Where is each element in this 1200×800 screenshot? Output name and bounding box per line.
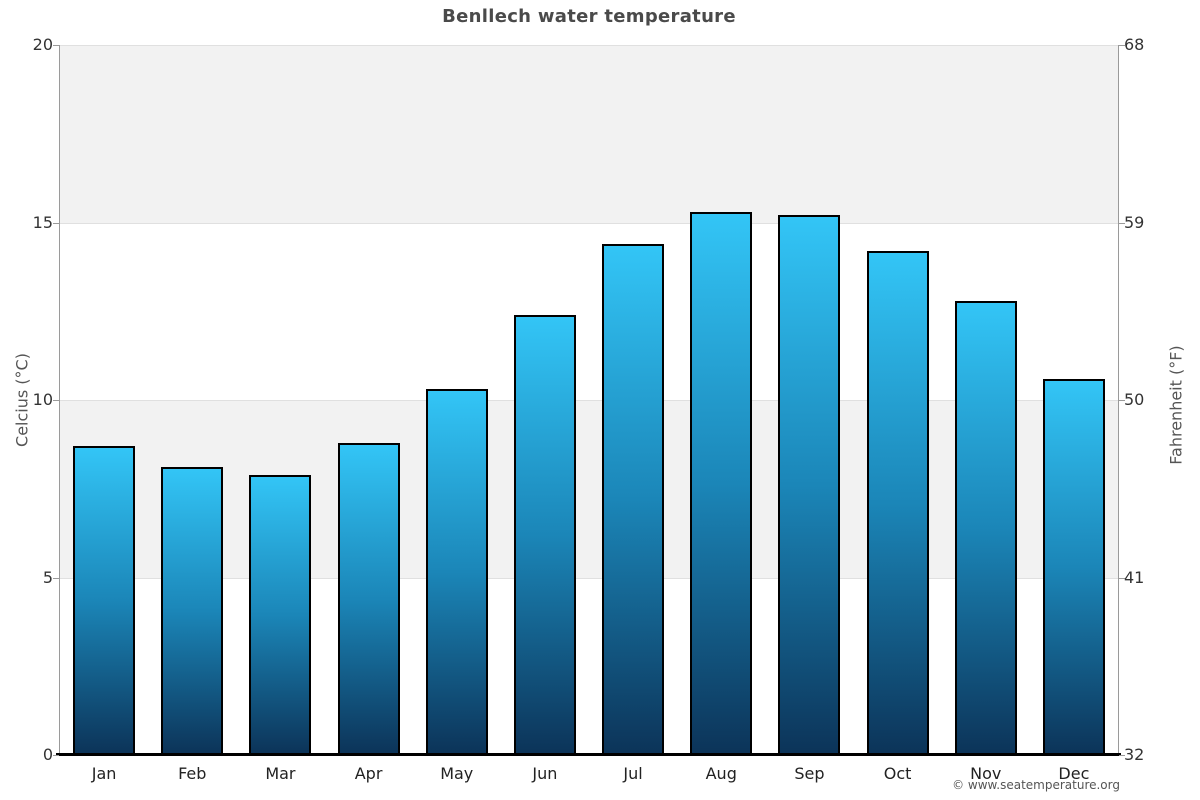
- plot-band: [60, 222, 1118, 400]
- bar-sep[interactable]: [778, 215, 841, 755]
- x-tick-label: Jul: [623, 764, 643, 783]
- bar-dec[interactable]: [1042, 378, 1105, 755]
- y-tick-label-fahrenheit: 32: [1124, 745, 1145, 764]
- x-tick-label: Apr: [354, 764, 383, 783]
- x-tick-label: Dec: [1058, 764, 1090, 783]
- chart-title: Benllech water temperature: [442, 6, 736, 27]
- right-tick-mark: [1119, 45, 1125, 46]
- bar-mar[interactable]: [249, 474, 312, 755]
- bar-jul[interactable]: [602, 243, 665, 755]
- y-tick-label-celsius: 15: [32, 212, 53, 232]
- y-tick-label-fahrenheit: 59: [1124, 212, 1145, 232]
- y-tick-label-celsius: 0: [42, 745, 53, 764]
- left-tick-mark: [53, 755, 59, 756]
- x-tick-label: May: [440, 764, 474, 783]
- left-tick-mark: [53, 222, 59, 224]
- x-axis-baseline: [56, 753, 1121, 756]
- y-tick-label-celsius: 10: [32, 390, 53, 409]
- right-tick-mark: [1119, 577, 1125, 579]
- left-tick-mark: [53, 400, 59, 401]
- x-tick-label: Nov: [970, 764, 1002, 783]
- plot-band: [60, 577, 1118, 755]
- gridline: [60, 222, 1118, 224]
- x-tick-label: Aug: [705, 764, 737, 783]
- gridline: [60, 400, 1118, 401]
- y-tick-label-fahrenheit: 50: [1124, 390, 1145, 409]
- x-tick-label: Jun: [532, 764, 558, 783]
- left-axis-line: [59, 45, 60, 756]
- bar-jan[interactable]: [73, 446, 136, 755]
- bar-aug[interactable]: [690, 211, 753, 755]
- y-tick-label-celsius: 20: [32, 35, 53, 54]
- plot-band: [60, 45, 1118, 223]
- right-tick-mark: [1119, 400, 1125, 401]
- x-tick-label: Mar: [265, 764, 296, 783]
- bar-feb[interactable]: [161, 467, 224, 755]
- x-tick-label: Feb: [178, 764, 207, 783]
- x-tick-label: Sep: [794, 764, 825, 783]
- left-tick-mark: [53, 577, 59, 579]
- right-tick-mark: [1119, 755, 1125, 756]
- bar-oct[interactable]: [866, 250, 929, 755]
- x-tick-label: Jan: [91, 764, 117, 783]
- right-axis-line: [1118, 45, 1119, 756]
- y-tick-label-fahrenheit: 41: [1124, 567, 1145, 587]
- plot-band: [60, 400, 1118, 578]
- left-tick-mark: [53, 45, 59, 46]
- y-tick-label-fahrenheit: 68: [1124, 35, 1145, 54]
- bar-apr[interactable]: [337, 442, 400, 755]
- bar-jun[interactable]: [513, 314, 576, 755]
- bar-nov[interactable]: [954, 300, 1017, 755]
- right-tick-mark: [1119, 222, 1125, 224]
- gridline: [60, 577, 1118, 579]
- gridline: [60, 45, 1118, 46]
- y-tick-label-celsius: 5: [42, 567, 53, 587]
- bar-may[interactable]: [425, 389, 488, 755]
- copyright-text: © www.seatemperature.org: [952, 778, 1120, 792]
- x-tick-label: Oct: [883, 764, 912, 783]
